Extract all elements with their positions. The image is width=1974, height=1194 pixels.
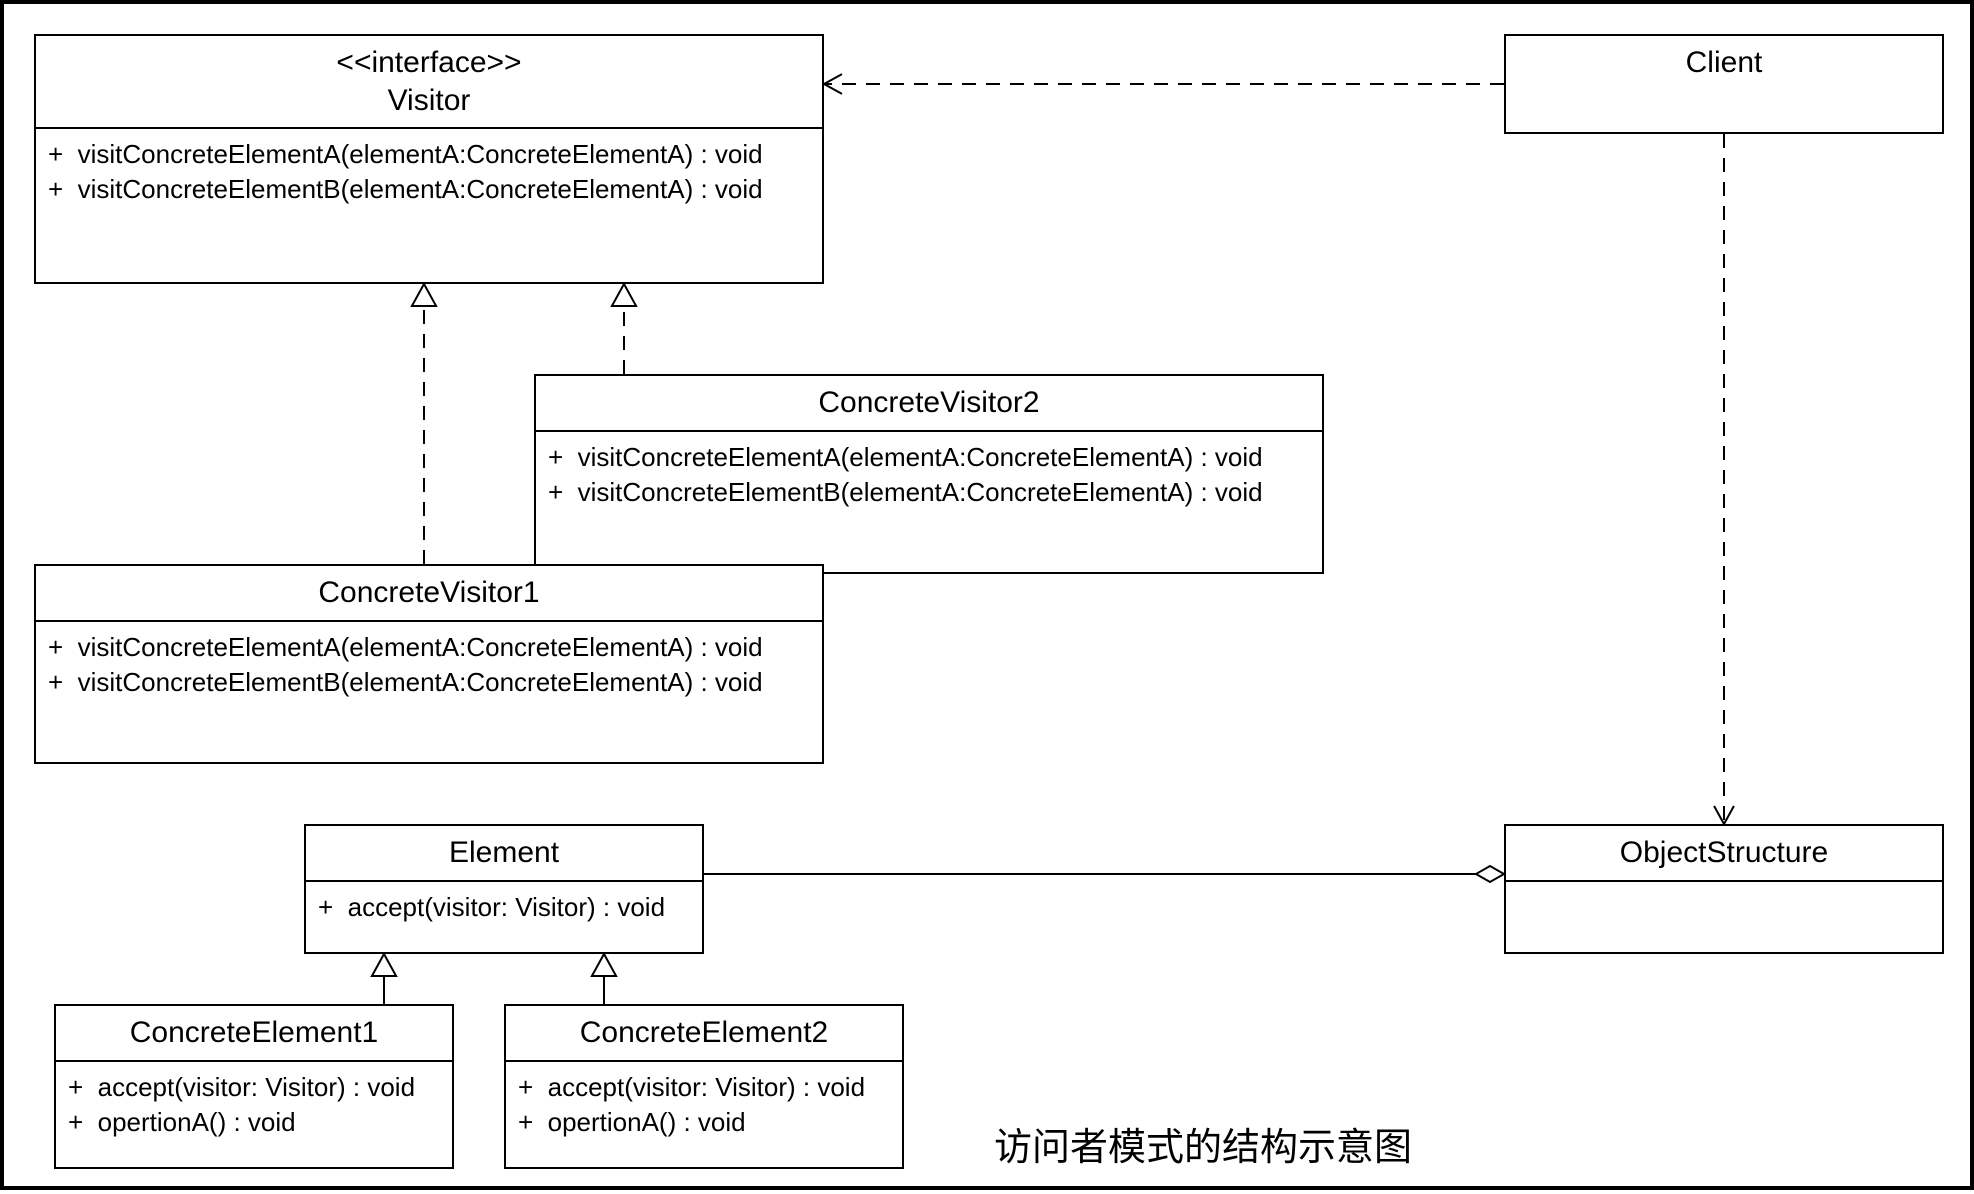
class-name-label: ConcreteVisitor1 bbox=[42, 574, 816, 612]
class-client: Client bbox=[1504, 34, 1944, 134]
class-element-header: Element bbox=[306, 826, 702, 882]
connector-ce2-gen-element-arrowhead bbox=[592, 954, 616, 976]
stereotype-label: <<interface>> bbox=[42, 44, 816, 82]
class-concreteelement1-header: ConcreteElement1 bbox=[56, 1006, 452, 1062]
class-concretevisitor1: ConcreteVisitor1 + visitConcreteElementA… bbox=[34, 564, 824, 764]
class-visitor: <<interface>> Visitor + visitConcreteEle… bbox=[34, 34, 824, 284]
class-concretevisitor2: ConcreteVisitor2 + visitConcreteElementA… bbox=[534, 374, 1324, 574]
class-client-header: Client bbox=[1506, 36, 1942, 90]
class-objectstructure-header: ObjectStructure bbox=[1506, 826, 1942, 880]
class-name-label: ConcreteElement1 bbox=[62, 1014, 446, 1052]
class-concretevisitor2-header: ConcreteVisitor2 bbox=[536, 376, 1322, 432]
class-concretevisitor1-members: + visitConcreteElementA(elementA:Concret… bbox=[36, 622, 822, 708]
class-element-members: + accept(visitor: Visitor) : void bbox=[306, 882, 702, 933]
class-name-label: Visitor bbox=[42, 82, 816, 120]
class-name-label: Element bbox=[312, 834, 696, 872]
class-concreteelement2-members: + accept(visitor: Visitor) : void + oper… bbox=[506, 1062, 902, 1148]
class-element: Element + accept(visitor: Visitor) : voi… bbox=[304, 824, 704, 954]
class-name-label: ObjectStructure bbox=[1512, 834, 1936, 872]
class-objectstructure: ObjectStructure bbox=[1504, 824, 1944, 954]
class-concretevisitor1-header: ConcreteVisitor1 bbox=[36, 566, 822, 622]
class-concreteelement1-members: + accept(visitor: Visitor) : void + oper… bbox=[56, 1062, 452, 1148]
class-concretevisitor2-members: + visitConcreteElementA(elementA:Concret… bbox=[536, 432, 1322, 518]
connector-objstruct-agg-element-arrowhead bbox=[1476, 866, 1504, 882]
class-visitor-members: + visitConcreteElementA(elementA:Concret… bbox=[36, 129, 822, 215]
connector-client-to-objstruct-arrowhead bbox=[1714, 806, 1734, 824]
connector-cv1-realize-visitor-arrowhead bbox=[412, 284, 436, 306]
connector-cv2-realize-visitor-arrowhead bbox=[612, 284, 636, 306]
diagram-caption: 访问者模式的结构示意图 bbox=[994, 1116, 1412, 1171]
class-visitor-header: <<interface>> Visitor bbox=[36, 36, 822, 129]
connector-client-to-visitor-arrowhead bbox=[824, 74, 842, 94]
class-name-label: ConcreteElement2 bbox=[512, 1014, 896, 1052]
class-name-label: Client bbox=[1512, 44, 1936, 82]
class-concreteelement2: ConcreteElement2 + accept(visitor: Visit… bbox=[504, 1004, 904, 1169]
class-name-label: ConcreteVisitor2 bbox=[542, 384, 1316, 422]
class-objectstructure-empty bbox=[1506, 880, 1942, 953]
connector-ce1-gen-element-arrowhead bbox=[372, 954, 396, 976]
class-concreteelement2-header: ConcreteElement2 bbox=[506, 1006, 902, 1062]
class-concreteelement1: ConcreteElement1 + accept(visitor: Visit… bbox=[54, 1004, 454, 1169]
uml-diagram-canvas: <<interface>> Visitor + visitConcreteEle… bbox=[0, 0, 1974, 1190]
